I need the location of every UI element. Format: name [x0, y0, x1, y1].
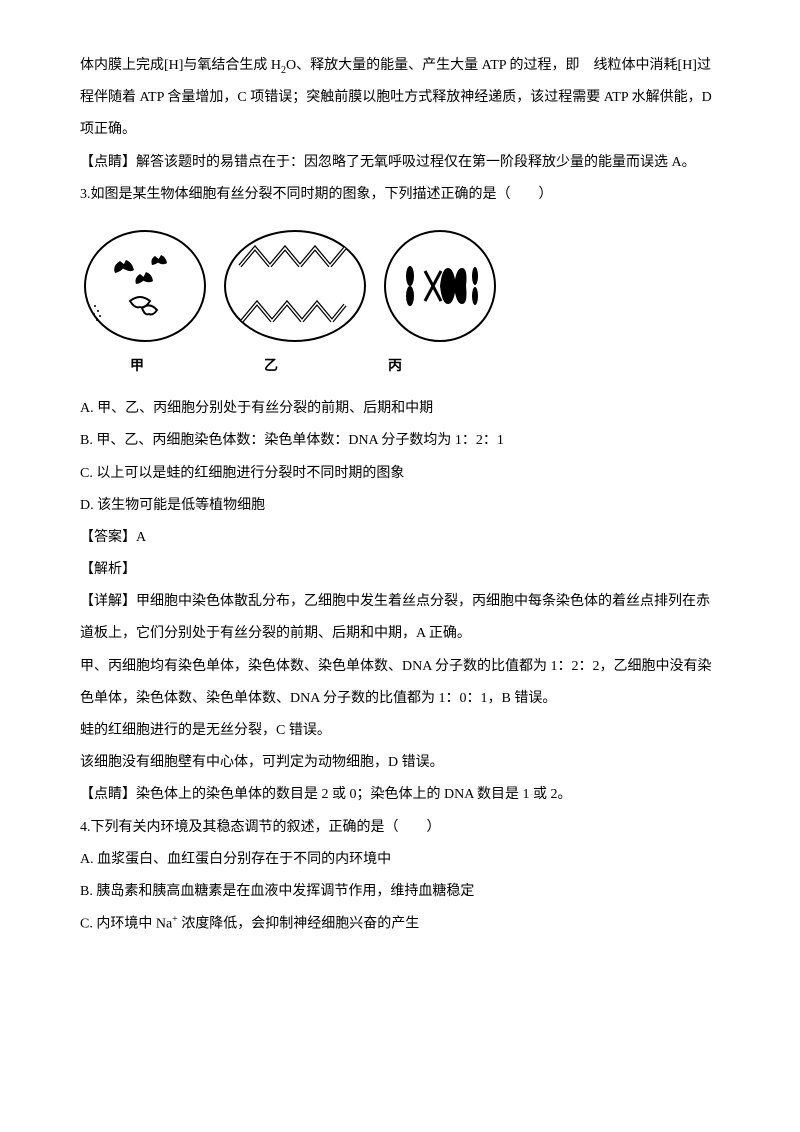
cell-yi-svg	[220, 226, 370, 346]
q3-option-d: D. 该生物可能是低等植物细胞	[80, 490, 720, 522]
paragraph-tip-1: 【点睛】解答该题时的易错点在于：因忽略了无氧呼吸过程仅在第一阶段释放少量的能量而…	[80, 147, 720, 179]
question-3-stem: 3.如图是某生物体细胞有丝分裂不同时期的图象，下列描述正确的是（ ）	[80, 179, 720, 211]
cell-jia-svg	[80, 226, 210, 346]
paragraph-1: 体内膜上完成[H]与氧结合生成 H2O、释放大量的能量、产生大量 ATP 的过程…	[80, 50, 720, 147]
diagram-labels: 甲 乙 丙	[110, 351, 720, 383]
cell-jia	[80, 226, 210, 346]
cell-bing-svg	[380, 226, 500, 346]
q3-detail-3: 蛙的红细胞进行的是无丝分裂，C 错误。	[80, 715, 720, 747]
q3-option-a: A. 甲、乙、丙细胞分别处于有丝分裂的前期、后期和中期	[80, 393, 720, 425]
q3-answer: 【答案】A	[80, 522, 720, 554]
q3-explain-label: 【解析】	[80, 554, 720, 586]
mitosis-diagram	[80, 226, 720, 346]
q3-detail-1: 【详解】甲细胞中染色体散乱分布，乙细胞中发生着丝点分裂，丙细胞中每条染色体的着丝…	[80, 586, 720, 650]
q3-option-c: C. 以上可以是蛙的红细胞进行分裂时不同时期的图象	[80, 458, 720, 490]
cell-yi	[220, 226, 370, 346]
q3-detail-4: 该细胞没有细胞壁有中心体，可判定为动物细胞，D 错误。	[80, 747, 720, 779]
q4-option-c: C. 内环境中 Na+ 浓度降低，会抑制神经细胞兴奋的产生	[80, 908, 720, 941]
q3-detail-2: 甲、丙细胞均有染色单体，染色体数、染色单体数、DNA 分子数的比值都为 1：2：…	[80, 651, 720, 715]
q3-tip: 【点睛】染色体上的染色单体的数目是 2 或 0；染色体上的 DNA 数目是 1 …	[80, 779, 720, 811]
question-4-stem: 4.下列有关内环境及其稳态调节的叙述，正确的是（ ）	[80, 812, 720, 844]
cell-bing	[380, 226, 500, 346]
q4-option-b: B. 胰岛素和胰高血糖素是在血液中发挥调节作用，维持血糖稳定	[80, 876, 720, 908]
q4-option-a: A. 血浆蛋白、血红蛋白分别存在于不同的内环境中	[80, 844, 720, 876]
label-yi: 乙	[264, 351, 278, 383]
label-bing: 丙	[388, 351, 402, 383]
label-jia: 甲	[130, 351, 144, 383]
q3-option-b: B. 甲、乙、丙细胞染色体数：染色单体数：DNA 分子数均为 1：2：1	[80, 425, 720, 457]
